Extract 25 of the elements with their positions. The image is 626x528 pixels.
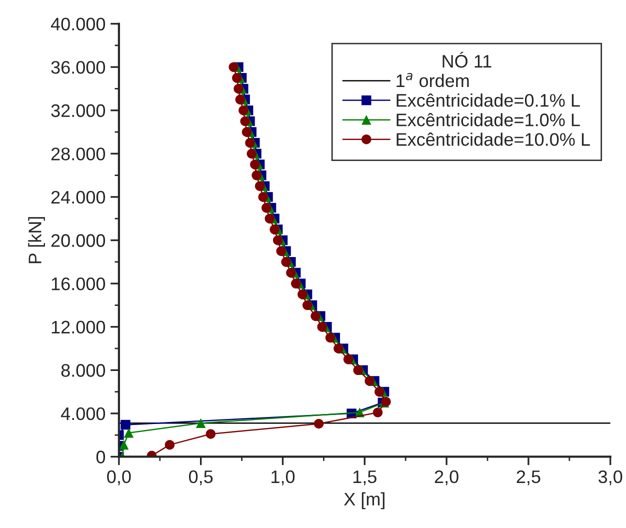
y-tick-label: 16.000 [52, 277, 106, 290]
x-tick-label: 2,5 [516, 470, 540, 486]
y-tick-label: 20.000 [51, 234, 106, 247]
legend-label: 1$^{a}$ ordem [396, 72, 469, 88]
y-tick-label: 24.000 [51, 190, 106, 204]
x-tick-label: 0,5 [189, 470, 213, 486]
legend-title: NÓ 11 [442, 52, 492, 68]
y-tick-label: 8.000 [61, 364, 106, 377]
y-tick-label: 0 [96, 450, 106, 464]
x-tick-label: 1,5 [353, 470, 376, 486]
y-axis-title: P [kN] [28, 217, 45, 264]
y-tick-label: 40.000 [50, 18, 106, 30]
y-tick-label: 4.000 [60, 407, 106, 420]
x-axis-title: X [m] [344, 492, 384, 510]
legend-label: Excêntricidade=10.0% L [396, 132, 590, 146]
x-tick-label: 1,0 [272, 470, 295, 486]
x-tick-label: 3,0 [598, 470, 622, 486]
y-tick-label: 28.000 [51, 148, 106, 160]
x-tick-label: 2,0 [434, 470, 458, 486]
x-tick-label: 0,0 [107, 470, 131, 486]
legend-label: Excêntricidade=0.1% L [396, 93, 580, 107]
y-tick-label: 36.000 [51, 60, 106, 74]
y-tick-label: 12.000 [52, 320, 106, 334]
legend-label: Excêntricidade=1.0% L [396, 113, 580, 126]
y-tick-label: 32.000 [51, 104, 106, 118]
